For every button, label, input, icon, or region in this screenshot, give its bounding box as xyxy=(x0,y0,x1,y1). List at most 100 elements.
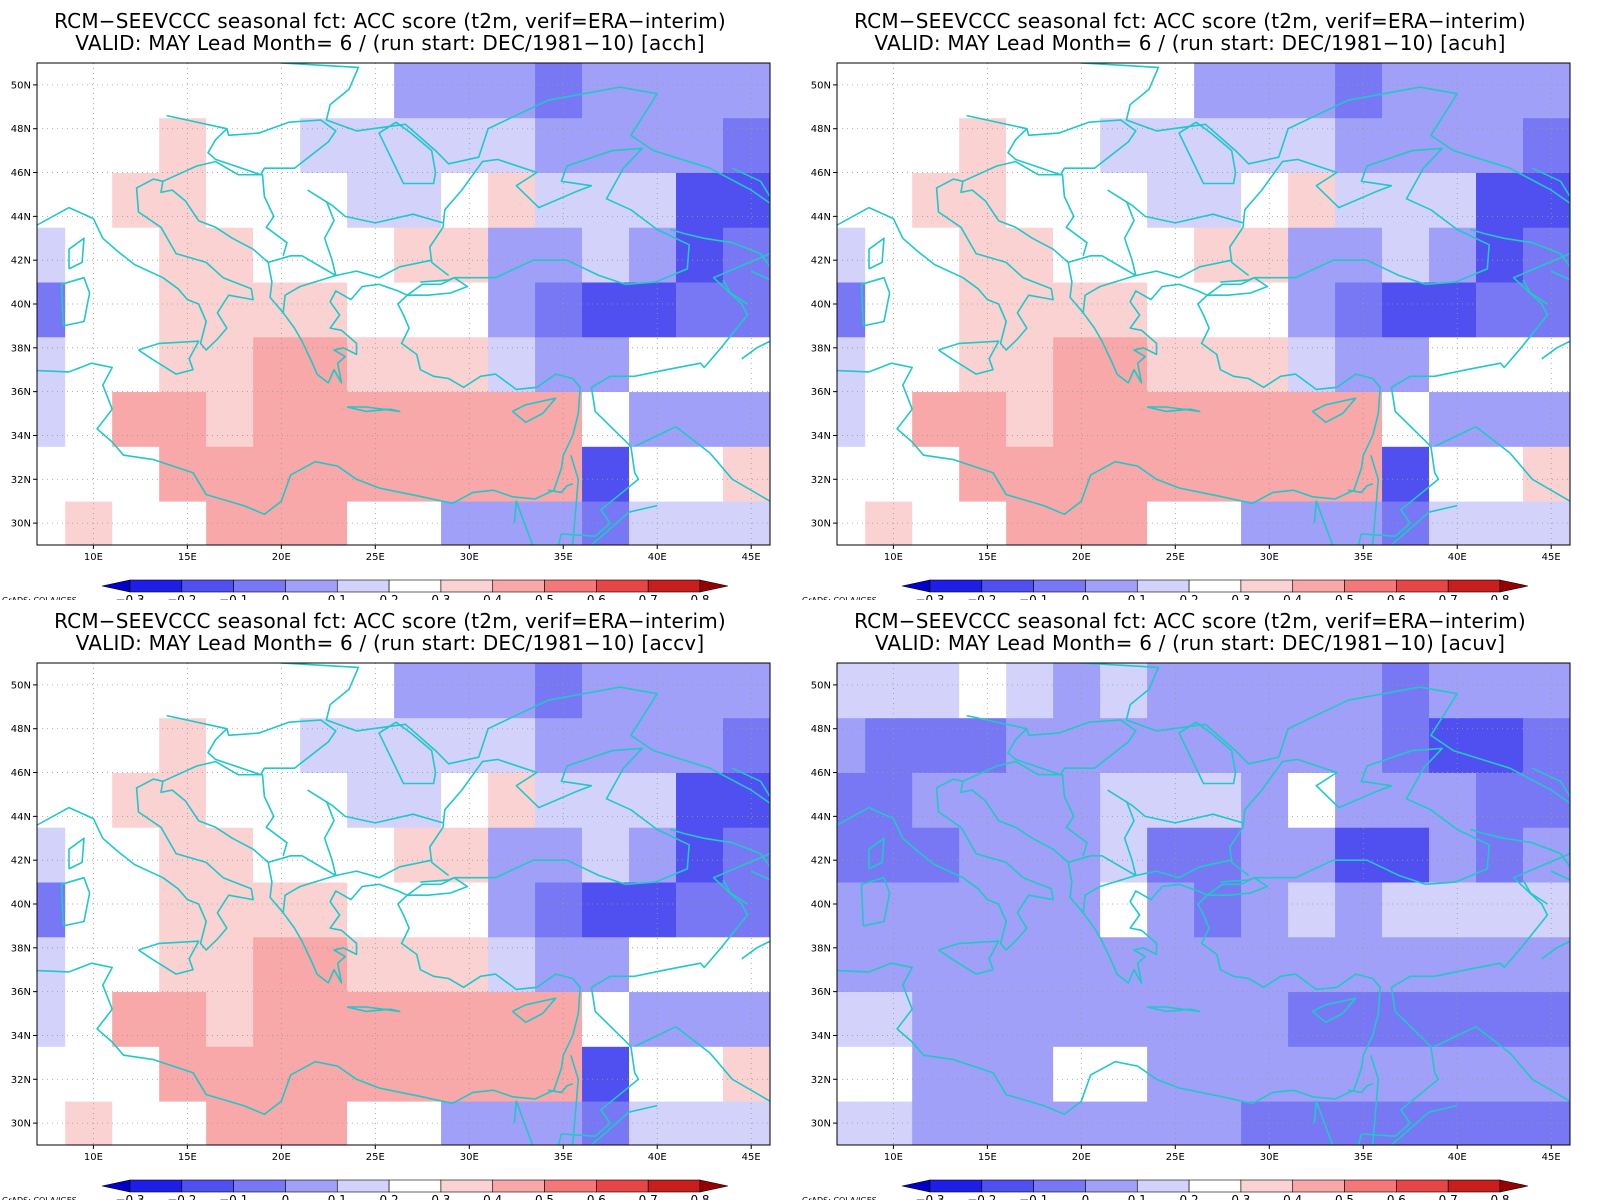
heatmap-cell xyxy=(1382,717,1430,773)
colorbar-label: 0.8 xyxy=(690,1193,709,1200)
heatmap-cell xyxy=(159,991,207,1047)
heatmap-cell xyxy=(723,936,771,993)
coastline xyxy=(1107,789,1244,824)
heatmap-cell xyxy=(723,501,771,546)
coastline xyxy=(420,147,690,286)
heatmap-cell xyxy=(1100,827,1148,883)
colorbar-arrow-high xyxy=(699,579,729,593)
heatmap-cell xyxy=(1335,663,1383,719)
heatmap-cell xyxy=(65,446,113,502)
heatmap-cell xyxy=(1523,827,1571,883)
heatmap-cell xyxy=(441,227,489,283)
coastline xyxy=(68,837,85,870)
heatmap-cell xyxy=(535,391,583,447)
y-tick-label: 42N xyxy=(811,856,831,867)
heatmap-cell xyxy=(1194,227,1242,283)
heatmap-cell xyxy=(441,446,489,502)
heatmap-cell xyxy=(582,227,630,283)
heatmap-cell xyxy=(629,227,677,283)
coastline xyxy=(138,940,200,975)
heatmap-cell xyxy=(1523,1046,1571,1102)
x-tick-label: 45E xyxy=(742,552,761,563)
heatmap-cell xyxy=(1288,772,1336,828)
coastline xyxy=(0,600,469,652)
heatmap-cell xyxy=(1053,391,1101,447)
heatmap-cell xyxy=(1006,772,1054,828)
heatmap-cell xyxy=(723,446,771,502)
y-tick-label: 50N xyxy=(11,680,31,691)
y-tick-label: 40N xyxy=(11,900,31,911)
heatmap-cell xyxy=(65,227,113,283)
colorbar-segment xyxy=(1344,579,1397,593)
coastline xyxy=(1550,270,1570,281)
colorbar-segment xyxy=(929,579,983,593)
heatmap-cell xyxy=(912,717,960,773)
heatmap-cell xyxy=(1288,1046,1336,1102)
heatmap-cell xyxy=(959,882,1007,938)
coastline xyxy=(1434,425,1570,502)
colorbar-label: −0.3 xyxy=(915,593,944,600)
heatmap-cell xyxy=(1523,282,1571,338)
coastline xyxy=(1434,1025,1570,1102)
heatmap-cell xyxy=(1476,172,1524,228)
coastline xyxy=(966,714,1137,776)
heatmap-cell xyxy=(1194,827,1242,883)
x-tick-label: 45E xyxy=(742,1152,761,1163)
heatmap-cell xyxy=(1006,446,1054,502)
colorbar-label: 0.8 xyxy=(1490,593,1509,600)
heatmap-cell xyxy=(347,391,395,447)
heatmap-cell xyxy=(582,1101,630,1146)
heatmap-cell xyxy=(1147,391,1195,447)
heatmap-cell xyxy=(1241,936,1289,993)
colorbar-arrow-high xyxy=(699,1179,729,1193)
heatmap-cell xyxy=(1241,1046,1289,1102)
coastline xyxy=(1348,482,1373,494)
heatmap-cell xyxy=(723,717,771,773)
heatmap-cell xyxy=(629,1046,677,1102)
x-tick-label: 30E xyxy=(1260,1152,1279,1163)
coastlines xyxy=(837,663,1570,1145)
heatmap-cell xyxy=(912,501,960,546)
panel-title-line2: VALID: MAY Lead Month= 6 / (run start: D… xyxy=(874,631,1506,655)
gridlines xyxy=(37,63,770,545)
heatmap-cell xyxy=(300,63,348,119)
heatmap-cell xyxy=(582,501,630,546)
heatmap-cell xyxy=(253,63,301,119)
heatmap-cell xyxy=(912,991,960,1047)
heatmap-cell xyxy=(1053,991,1101,1047)
heatmap-cell xyxy=(1241,772,1289,828)
coastline xyxy=(60,276,91,327)
heatmap-cell xyxy=(629,172,677,228)
colorbar-segment xyxy=(1447,1179,1501,1193)
heatmap-cell xyxy=(1476,446,1524,502)
heatmap-cell xyxy=(488,1101,536,1146)
heatmap-cell xyxy=(1523,117,1571,173)
heatmap-cell xyxy=(441,63,489,119)
panel-accv: RCM−SEEVCCC seasonal fct: ACC score (t2m… xyxy=(0,600,800,1200)
colorbar-arrow-high xyxy=(1499,579,1529,593)
heatmap-cell xyxy=(1006,882,1054,938)
heatmap-cell xyxy=(1100,391,1148,447)
heatmap-cell xyxy=(37,991,66,1047)
heatmap-cell xyxy=(676,391,724,447)
map-plot: 10E 15E 20E 25E 30E 35E 40E 45E 30N 32N 34N 36N 38N 4… xyxy=(2,62,771,600)
coastline xyxy=(420,747,690,886)
coastline xyxy=(138,340,200,375)
y-tick-label: 42N xyxy=(11,256,31,267)
x-tick-label: 35E xyxy=(554,552,573,563)
colorbar-arrow-low xyxy=(901,1179,931,1193)
colorbar-label: 0.6 xyxy=(587,593,606,600)
heatmap-cell xyxy=(394,391,442,447)
heatmap-cell xyxy=(1382,227,1430,283)
heatmap-cell xyxy=(1194,391,1242,447)
heatmap-cell xyxy=(112,882,160,938)
heatmap-cell xyxy=(1053,827,1101,883)
heatmap-cell xyxy=(1476,772,1524,828)
coastline xyxy=(162,760,288,857)
coastline xyxy=(1311,397,1357,424)
heatmap-cell xyxy=(1194,882,1242,938)
heatmap-cell xyxy=(1288,446,1336,502)
coastline xyxy=(1370,454,1380,545)
heatmap-cell xyxy=(206,446,254,502)
coastline xyxy=(513,1100,563,1145)
